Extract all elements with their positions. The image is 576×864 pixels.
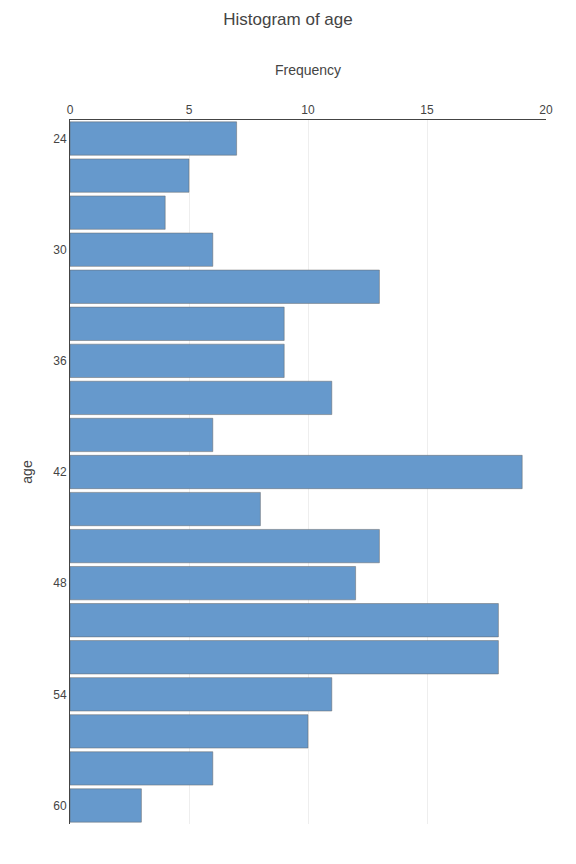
svg-text:60: 60 (53, 799, 67, 813)
svg-text:Histogram of age: Histogram of age (223, 10, 352, 29)
svg-text:42: 42 (53, 465, 67, 479)
svg-text:age: age (19, 460, 35, 484)
svg-text:36: 36 (53, 354, 67, 368)
svg-text:15: 15 (420, 103, 434, 117)
svg-text:10: 10 (301, 103, 315, 117)
svg-text:48: 48 (53, 576, 67, 590)
svg-text:54: 54 (53, 688, 67, 702)
svg-text:20: 20 (539, 103, 553, 117)
svg-text:Frequency: Frequency (275, 62, 341, 78)
svg-text:24: 24 (53, 132, 67, 146)
svg-text:5: 5 (186, 103, 193, 117)
svg-text:30: 30 (53, 243, 67, 257)
svg-text:0: 0 (67, 103, 74, 117)
